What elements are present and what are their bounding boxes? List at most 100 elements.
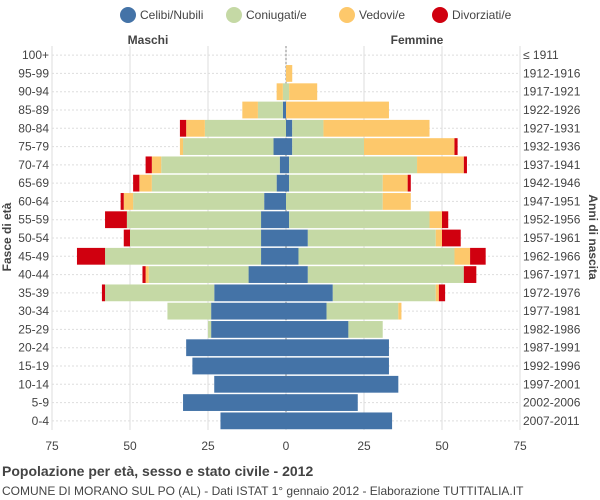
birth-year-label: 1997-2001 (523, 377, 581, 391)
x-tick-label: 25 (201, 439, 215, 453)
age-group-label: 5-9 (32, 396, 50, 410)
bar-male-vedovi-40-44 (145, 266, 149, 283)
axis-labels: 75 50 25 0 25 50 75 100+ ≤ 1911 95-99 1912-1916 90-… (18, 48, 580, 453)
age-group-label: 100+ (22, 48, 49, 62)
bar-female-nubili-20-24 (286, 339, 389, 357)
birth-year-label: 1952-1956 (523, 213, 581, 227)
age-group-label: 95-99 (18, 66, 49, 80)
bar-female-divorziate-45-49 (470, 247, 486, 265)
bar-female-coniugate-65-69 (289, 174, 383, 192)
age-group-label: 0-4 (32, 414, 50, 428)
bar-female-nubili-35-39 (286, 284, 333, 302)
bar-female-divorziate-75-79 (454, 138, 458, 155)
bar-female-nubili-40-44 (286, 266, 308, 283)
birth-year-label: 1987-1991 (523, 341, 581, 355)
bar-male-coniugati-40-44 (148, 266, 249, 283)
bar-male-coniugati-70-74 (161, 156, 280, 174)
bar-female-coniugate-30-34 (326, 302, 399, 320)
bar-male-celibi-65-69 (276, 174, 286, 192)
bar-male-divorziati-80-84 (179, 119, 187, 137)
bar-male-celibi-85-89 (282, 101, 286, 119)
bar-male-divorziati-35-39 (101, 284, 106, 302)
bar-male-coniugati-50-54 (130, 229, 262, 247)
bar-male-divorziati-40-44 (142, 266, 146, 283)
bar-female-coniugate-70-74 (289, 156, 418, 174)
bar-male-coniugati-25-29 (208, 321, 212, 338)
age-group-label: 30-34 (18, 304, 49, 318)
legend-marker (226, 7, 242, 23)
bar-female-coniugate-50-54 (307, 229, 436, 247)
birth-year-label: 1972-1976 (523, 286, 581, 300)
birth-year-label: 1937-1941 (523, 158, 581, 172)
bar-male-vedovi-65-69 (139, 174, 152, 192)
bar-male-vedovi-90-94 (276, 83, 283, 101)
birth-year-label: 1992-1996 (523, 359, 581, 373)
bar-male-celibi-0-4 (220, 412, 286, 430)
age-group-label: 75-79 (18, 140, 49, 154)
legend-label: Celibi/Nubili (140, 8, 203, 22)
birth-year-label: 1947-1951 (523, 194, 581, 208)
bar-male-celibi-40-44 (248, 266, 286, 283)
birth-year-label: 1982-1986 (523, 322, 581, 336)
bar-male-coniugati-85-89 (257, 101, 283, 119)
bar-female-coniugate-60-64 (286, 193, 383, 210)
bar-female-coniugate-80-84 (292, 119, 324, 137)
bar-female-nubili-5-9 (286, 394, 358, 411)
bar-female-divorziate-35-39 (438, 284, 446, 302)
bar-female-divorziate-55-59 (442, 211, 449, 229)
bar-male-divorziati-60-64 (120, 193, 124, 210)
chart-title: Popolazione per età, sesso e stato civil… (2, 463, 314, 479)
birth-year-label: 1912-1916 (523, 66, 581, 80)
bar-female-coniugate-40-44 (307, 266, 464, 283)
bar-female-vedove-60-64 (382, 193, 411, 210)
legend: Celibi/Nubili Coniugati/e Vedovi/e Divorzia… (120, 7, 512, 23)
bar-male-celibi-5-9 (183, 394, 286, 411)
age-group-label: 50-54 (18, 231, 49, 245)
chart-subtitle: COMUNE DI MORANO SUL PO (AL) - Dati ISTA… (2, 484, 524, 498)
bar-male-divorziati-50-54 (123, 229, 130, 247)
age-group-label: 70-74 (18, 158, 49, 172)
bar-male-divorziati-55-59 (105, 211, 127, 229)
bar-male-vedovi-80-84 (186, 119, 205, 137)
right-header: Femmine (391, 33, 444, 47)
bar-female-nubili-30-34 (286, 302, 327, 320)
bar-female-nubili-25-29 (286, 321, 349, 338)
bar-male-celibi-45-49 (261, 247, 286, 265)
bar-male-celibi-30-34 (211, 302, 286, 320)
bar-male-celibi-70-74 (279, 156, 286, 174)
legend-label: Coniugati/e (246, 8, 307, 22)
bar-male-celibi-75-79 (273, 138, 286, 155)
age-group-label: 65-69 (18, 176, 49, 190)
legend-marker (339, 7, 355, 23)
legend-marker (120, 7, 136, 23)
bar-female-vedove-90-94 (289, 83, 318, 101)
bar-male-coniugati-45-49 (105, 247, 262, 265)
bar-female-vedove-50-54 (435, 229, 442, 247)
bar-male-coniugati-60-64 (133, 193, 265, 210)
legend-label: Divorziati/e (452, 8, 512, 22)
legend-marker (432, 7, 448, 23)
x-tick-label: 75 (45, 439, 59, 453)
birth-year-label: 1977-1981 (523, 304, 581, 318)
age-group-label: 15-19 (18, 359, 49, 373)
bar-male-coniugati-55-59 (126, 211, 262, 229)
bar-female-vedove-30-34 (398, 302, 402, 320)
bar-female-vedove-80-84 (323, 119, 430, 137)
bar-female-nubili-15-19 (286, 357, 389, 375)
bar-female-nubili-75-79 (286, 138, 293, 155)
legend-label: Vedovi/e (359, 8, 405, 22)
bar-male-coniugati-65-69 (151, 174, 277, 192)
x-tick-label: 0 (283, 439, 290, 453)
birth-year-label: 2007-2011 (523, 414, 580, 428)
age-group-label: 35-39 (18, 286, 49, 300)
birth-year-label: 1917-1921 (523, 85, 581, 99)
birth-year-label: 2002-2006 (523, 396, 581, 410)
bar-female-nubili-45-49 (286, 247, 299, 265)
bar-female-coniugate-75-79 (292, 138, 364, 155)
bar-male-celibi-60-64 (264, 193, 286, 210)
bar-female-divorziate-50-54 (442, 229, 461, 247)
bar-female-coniugate-55-59 (289, 211, 430, 229)
birth-year-label: 1942-1946 (523, 176, 581, 190)
bar-female-coniugate-25-29 (348, 321, 383, 338)
birth-year-label: 1927-1931 (523, 121, 581, 135)
